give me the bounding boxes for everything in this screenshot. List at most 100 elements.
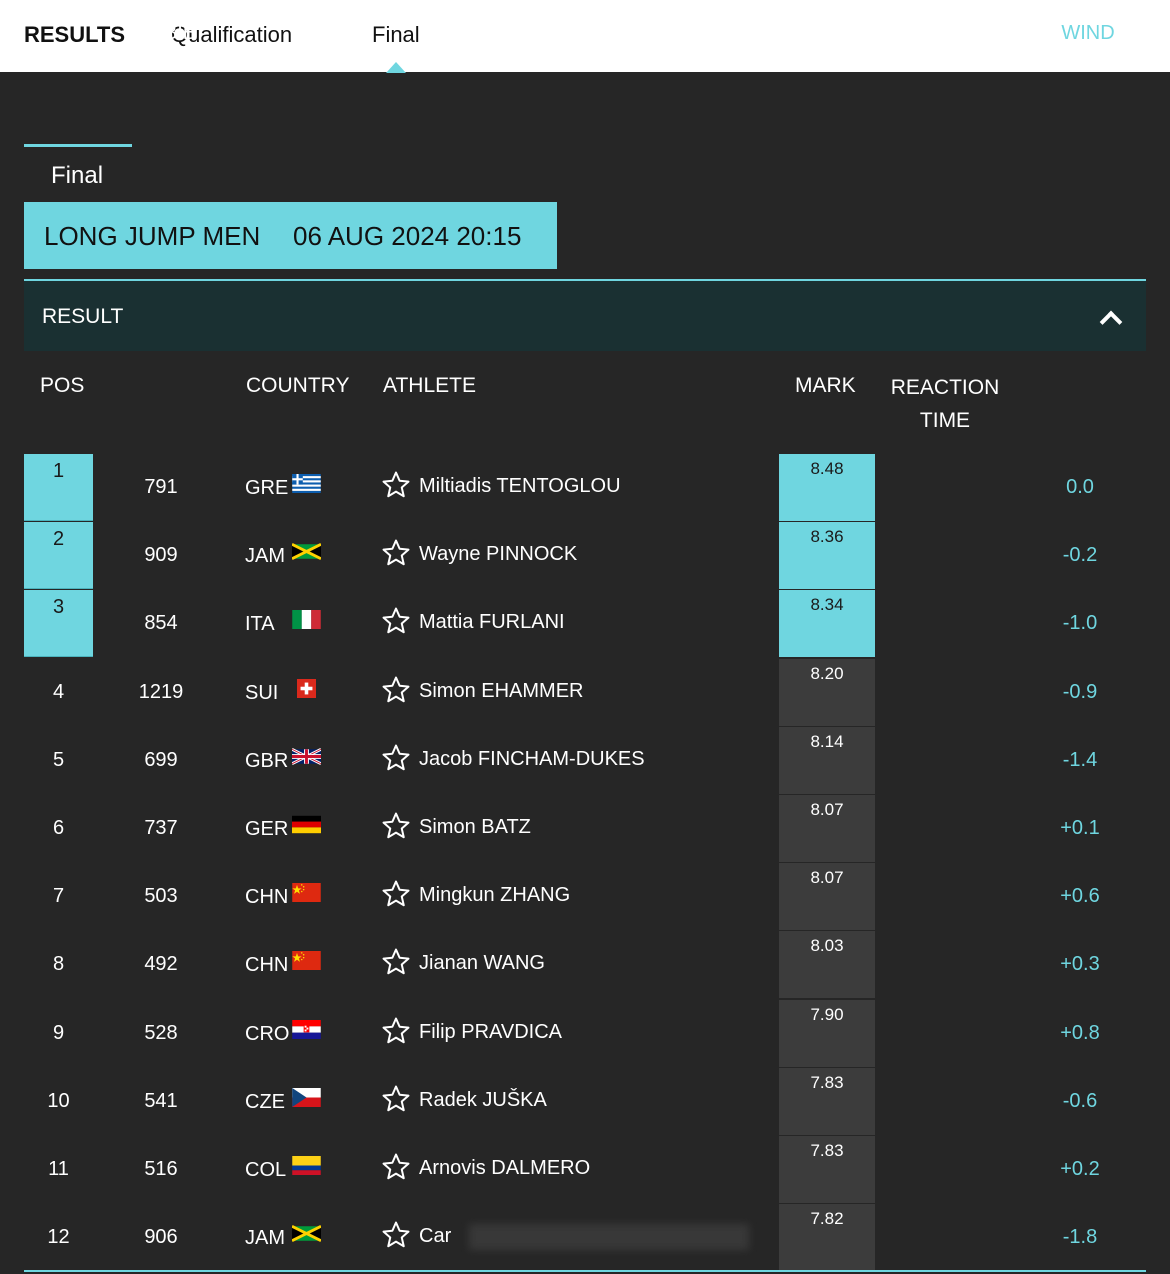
favorite-star-icon[interactable] bbox=[381, 743, 411, 773]
athlete-name[interactable]: Filip PRAVDICA bbox=[419, 1021, 562, 1043]
bib-cell: 854 bbox=[144, 612, 178, 634]
table-row[interactable]: 11 516 COL Arnovis DALMERO 7.83 +0.2 bbox=[24, 1136, 1146, 1204]
bib-cell: 528 bbox=[144, 1022, 178, 1044]
position-cell: 9 bbox=[52, 1022, 65, 1044]
tab-qualification[interactable]: Qualification bbox=[171, 22, 293, 47]
mark-cell: 7.82 bbox=[779, 1204, 875, 1271]
position-cell: 2 bbox=[24, 522, 93, 589]
flag-jamaica-icon bbox=[291, 1224, 322, 1243]
mark-cell: 8.14 bbox=[779, 727, 875, 794]
athlete-name[interactable]: Simon EHAMMER bbox=[419, 680, 584, 702]
favorite-star-icon[interactable] bbox=[381, 1152, 411, 1182]
favorite-star-icon[interactable] bbox=[381, 1016, 411, 1046]
flag-greece-icon bbox=[292, 474, 321, 493]
column-header-country: COUNTRY bbox=[246, 374, 350, 397]
column-header-bib: BIB bbox=[163, 22, 197, 44]
mark-cell: 8.48 bbox=[779, 454, 875, 521]
athlete-name[interactable]: Jacob FINCHAM-DUKES bbox=[419, 748, 645, 770]
bib-cell: 503 bbox=[144, 885, 178, 907]
mark-cell: 7.83 bbox=[779, 1136, 875, 1203]
table-row[interactable]: 10 541 CZE Radek JUŠKA 7.83 -0.6 bbox=[24, 1068, 1146, 1136]
country-code: GRE bbox=[245, 477, 289, 499]
active-tab-indicator bbox=[386, 62, 406, 73]
table-row[interactable]: 4 1219 SUI Simon EHAMMER 8.20 -0.9 bbox=[24, 659, 1146, 727]
country-code: ITA bbox=[245, 613, 275, 635]
athlete-name[interactable]: Radek JUŠKA bbox=[419, 1089, 547, 1111]
athlete-name[interactable]: Simon BATZ bbox=[419, 816, 531, 838]
wind-cell: -1.4 bbox=[1062, 749, 1098, 771]
reaction-header-line2: TIME bbox=[919, 409, 971, 432]
tab-final[interactable]: Final bbox=[372, 22, 420, 47]
athlete-name[interactable]: Jianan WANG bbox=[419, 952, 545, 974]
position-cell: 6 bbox=[52, 817, 65, 839]
athlete-name[interactable]: Mattia FURLANI bbox=[419, 611, 565, 633]
table-row[interactable]: 3 854 ITA Mattia FURLANI 8.34 -1.0 bbox=[24, 590, 1146, 658]
table-row[interactable]: 2 909 JAM Wayne PINNOCK 8.36 -0.2 bbox=[24, 522, 1146, 590]
flag-jamaica-icon bbox=[291, 542, 322, 561]
table-row[interactable]: 7 503 CHN Mingkun ZHANG 8.07 +0.6 bbox=[24, 863, 1146, 931]
favorite-star-icon[interactable] bbox=[381, 811, 411, 841]
flag-germany-icon bbox=[292, 815, 321, 834]
chevron-up-icon[interactable] bbox=[1099, 310, 1123, 334]
bib-cell: 699 bbox=[144, 749, 178, 771]
bib-cell: 909 bbox=[144, 544, 178, 566]
favorite-star-icon[interactable] bbox=[381, 1220, 411, 1250]
favorite-star-icon[interactable] bbox=[381, 947, 411, 977]
reaction-header-line1: REACTION bbox=[890, 376, 1000, 399]
athlete-name[interactable]: Car bbox=[419, 1225, 452, 1247]
table-row[interactable]: 12 906 JAM Car 7.82 -1.8 bbox=[24, 1204, 1146, 1272]
column-header-reaction-time: REACTION TIME bbox=[885, 371, 1005, 437]
country-code: SUI bbox=[245, 682, 279, 704]
position-cell: 7 bbox=[52, 885, 65, 907]
mark-cell: 8.36 bbox=[779, 522, 875, 589]
flag-great-britain-icon bbox=[291, 747, 322, 766]
favorite-star-icon[interactable] bbox=[381, 470, 411, 500]
country-code: JAM bbox=[245, 1227, 285, 1249]
column-header-mark: MARK bbox=[795, 374, 856, 397]
mark-cell: 8.20 bbox=[779, 659, 875, 726]
country-code: GBR bbox=[245, 750, 289, 772]
mark-cell: 7.83 bbox=[779, 1068, 875, 1135]
mark-cell: 8.07 bbox=[779, 863, 875, 930]
table-row[interactable]: 1 791 GRE Miltiadis TENTOGLOU 8.48 0.0 bbox=[24, 454, 1146, 522]
wind-cell: +0.8 bbox=[1060, 1022, 1100, 1044]
favorite-star-icon[interactable] bbox=[381, 879, 411, 909]
wind-cell: +0.3 bbox=[1060, 953, 1100, 975]
athlete-name[interactable]: Arnovis DALMERO bbox=[419, 1157, 591, 1179]
country-code: COL bbox=[245, 1159, 287, 1181]
favorite-star-icon[interactable] bbox=[381, 1084, 411, 1114]
favorite-star-icon[interactable] bbox=[381, 675, 411, 705]
wind-cell: 0.0 bbox=[1066, 476, 1094, 498]
position-cell: 12 bbox=[47, 1226, 70, 1248]
wind-cell: -1.0 bbox=[1062, 612, 1098, 634]
country-code: GER bbox=[245, 818, 289, 840]
position-cell: 8 bbox=[52, 953, 65, 975]
table-row[interactable]: 8 492 CHN Jianan WANG 8.03 +0.3 bbox=[24, 931, 1146, 999]
wind-cell: -0.2 bbox=[1062, 544, 1098, 566]
athlete-name[interactable]: Miltiadis TENTOGLOU bbox=[419, 475, 621, 497]
table-row[interactable]: 5 699 GBR Jacob FINCHAM-DUKES 8.14 -1.4 bbox=[24, 727, 1146, 795]
table-row[interactable]: 9 528 CRO Filip PRAVDICA 7.90 +0.8 bbox=[24, 1000, 1146, 1068]
country-code: CRO bbox=[245, 1023, 290, 1045]
result-panel-header[interactable]: RESULT bbox=[24, 279, 1146, 351]
bib-cell: 516 bbox=[144, 1158, 178, 1180]
position-cell: 11 bbox=[48, 1158, 69, 1180]
position-cell: 5 bbox=[52, 749, 65, 771]
column-header-wind: WIND bbox=[1061, 22, 1115, 44]
obscured-name-overlay bbox=[469, 1224, 749, 1250]
final-section-underline bbox=[24, 144, 132, 147]
favorite-star-icon[interactable] bbox=[381, 538, 411, 568]
country-code: JAM bbox=[245, 545, 285, 567]
flag-croatia-icon bbox=[292, 1020, 321, 1039]
athlete-name[interactable]: Wayne PINNOCK bbox=[419, 543, 578, 565]
athlete-name[interactable]: Mingkun ZHANG bbox=[419, 884, 571, 906]
table-row[interactable]: 6 737 GER Simon BATZ 8.07 +0.1 bbox=[24, 795, 1146, 863]
mark-cell: 7.90 bbox=[779, 1000, 875, 1067]
position-cell: 3 bbox=[24, 590, 93, 657]
flag-switzerland-icon bbox=[292, 679, 321, 698]
favorite-star-icon[interactable] bbox=[381, 606, 411, 636]
top-nav: RESULTS Qualification Final bbox=[0, 0, 1170, 73]
flag-czechia-icon bbox=[292, 1088, 321, 1107]
flag-china-icon bbox=[292, 951, 321, 970]
bib-cell: 737 bbox=[144, 817, 178, 839]
